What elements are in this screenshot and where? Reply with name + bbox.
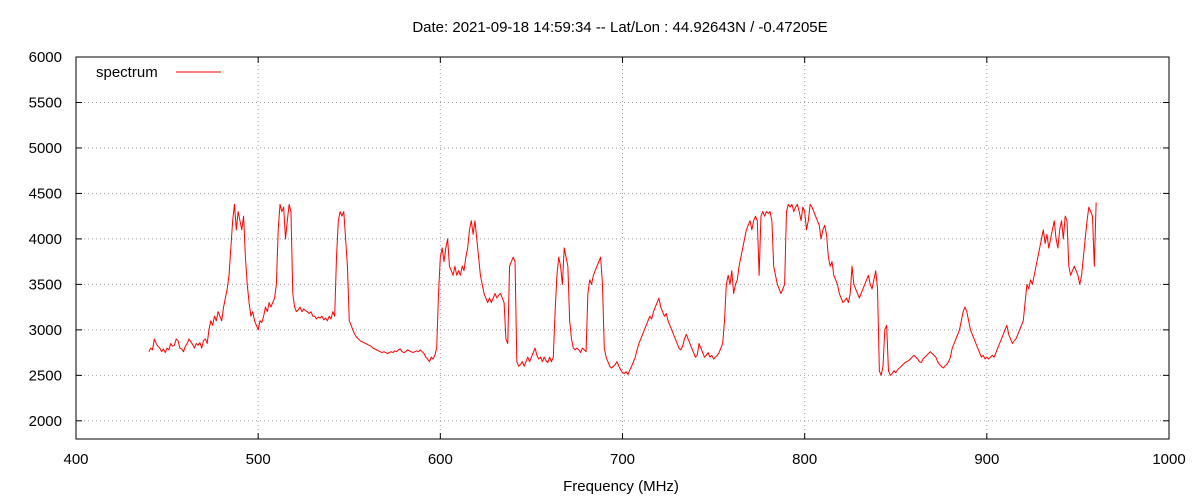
series-layer xyxy=(148,202,1097,376)
x-tick-label: 600 xyxy=(428,451,453,468)
x-tick-label: 1000 xyxy=(1152,451,1185,468)
y-tick-label: 5000 xyxy=(29,140,62,157)
x-tick-label: 900 xyxy=(974,451,999,468)
tick-labels: 400 500 600 700 800 900 1000 2000 2500 3000 3500 40… xyxy=(29,49,1186,468)
y-tick-label: 6000 xyxy=(29,49,62,66)
y-tick-label: 4000 xyxy=(29,231,62,248)
y-tick-label: 3500 xyxy=(29,276,62,293)
y-tick-label: 2000 xyxy=(29,413,62,430)
x-tick-label: 500 xyxy=(246,451,271,468)
x-axis-label: Frequency (MHz) xyxy=(563,478,679,495)
x-tick-label: 400 xyxy=(63,451,88,468)
series-line-spectrum xyxy=(148,202,1097,376)
legend-label: spectrum xyxy=(96,64,158,81)
x-tick-label: 700 xyxy=(610,451,635,468)
y-tick-label: 5500 xyxy=(29,94,62,111)
y-tick-label: 2500 xyxy=(29,367,62,384)
x-tick-label: 800 xyxy=(792,451,817,468)
legend: spectrum xyxy=(96,64,221,81)
y-tick-label: 3000 xyxy=(29,322,62,339)
ticks xyxy=(75,56,1170,439)
y-tick-label: 4500 xyxy=(29,185,62,202)
chart-title: Date: 2021-09-18 14:59:34 -- Lat/Lon : 4… xyxy=(412,19,827,36)
